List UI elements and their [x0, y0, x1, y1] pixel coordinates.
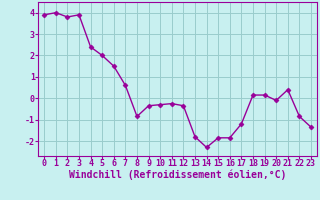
X-axis label: Windchill (Refroidissement éolien,°C): Windchill (Refroidissement éolien,°C): [69, 170, 286, 180]
